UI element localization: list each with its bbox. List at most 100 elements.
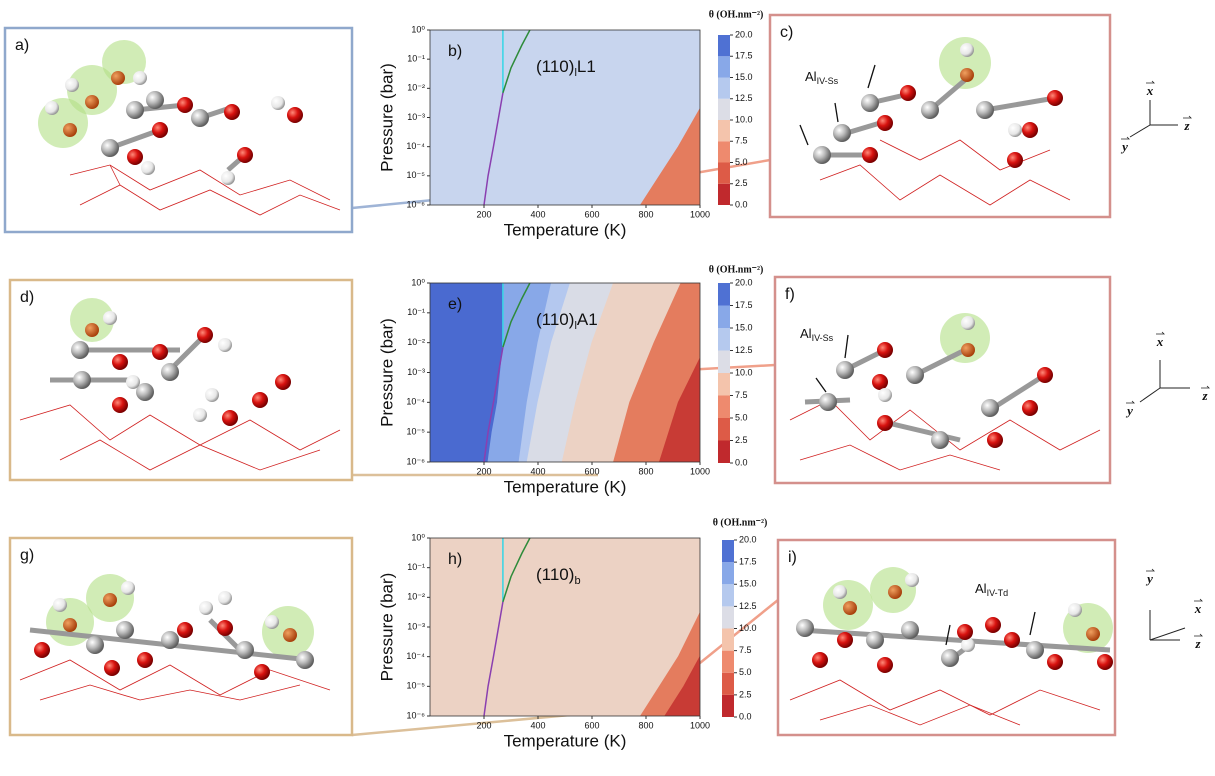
atom (236, 641, 254, 659)
annotation-suffix: A1 (577, 310, 598, 329)
colorbar-tick-label: 2.5 (735, 178, 748, 188)
y-tick-label: 10⁻² (407, 592, 425, 602)
atom (296, 651, 314, 669)
region-boundary (640, 108, 700, 205)
y-tick-label: 10⁻¹ (407, 307, 425, 317)
region-boundary (561, 283, 615, 462)
colorbar-tick-label: 20.0 (735, 29, 753, 39)
atom (1004, 632, 1020, 648)
bond (988, 372, 1047, 413)
triad-label: x (1194, 601, 1202, 616)
atom (103, 311, 117, 325)
atom (133, 71, 147, 85)
colorbar-tick-label: 15.0 (735, 322, 753, 332)
triad-arrow-mark (1121, 136, 1130, 140)
region-boundary (518, 283, 552, 462)
atom (877, 115, 893, 131)
atom (985, 617, 1001, 633)
bond (819, 164, 1071, 206)
triad-axis (1149, 627, 1186, 641)
triad-label: x (1156, 334, 1164, 349)
site-label-subscript: IV-Ss (817, 76, 839, 86)
atom (287, 107, 303, 123)
bond (834, 102, 839, 123)
background-region (430, 538, 700, 716)
colorbar-tick-label: 10.0 (735, 114, 753, 124)
atom (218, 591, 232, 605)
annotation-text: (110) (536, 565, 574, 584)
triad-label: z (1194, 636, 1201, 651)
panel-label: d) (20, 289, 34, 306)
colorbar-segment (718, 183, 730, 205)
bond (815, 377, 827, 393)
atom (217, 620, 233, 636)
atom (877, 415, 893, 431)
structure-frame (776, 538, 1117, 737)
atom (866, 631, 884, 649)
atom (136, 383, 154, 401)
structure-frame (773, 275, 1112, 485)
y-tick-label: 10⁻⁶ (407, 199, 426, 209)
atom (837, 632, 853, 648)
atom (177, 97, 193, 113)
x-axis-label: Temperature (K) (504, 731, 627, 750)
y-tick-label: 10⁻² (407, 337, 425, 347)
colorbar-title: θ (OH.nm⁻²) (709, 264, 764, 275)
atom-group (19, 404, 341, 471)
x-tick-label: 400 (530, 720, 545, 730)
y-tick-label: 10⁻⁶ (407, 456, 426, 466)
site-label-text: Al (975, 581, 987, 596)
atom (833, 585, 847, 599)
atom (67, 65, 117, 115)
atom (161, 631, 179, 649)
atom-group (38, 40, 146, 148)
atom (161, 363, 179, 381)
site-label-text: Al (805, 69, 817, 84)
region-boundary (659, 358, 700, 462)
atom-group (50, 333, 207, 383)
atom (921, 101, 939, 119)
atom (905, 573, 919, 587)
bond (799, 124, 809, 146)
atom (900, 85, 916, 101)
atom (1008, 123, 1022, 137)
atom (961, 343, 975, 357)
y-axis-label: Pressure (bar) (377, 573, 396, 682)
atom (53, 598, 67, 612)
y-tick-label: 10⁰ (411, 277, 425, 287)
atom (101, 139, 119, 157)
atom (237, 147, 253, 163)
atom (146, 91, 164, 109)
colorbar-segment (722, 650, 734, 673)
atom-group (945, 611, 1036, 646)
atom (1047, 654, 1063, 670)
atom (1037, 367, 1053, 383)
colorbar-title: θ (OH.nm⁻²) (713, 517, 768, 528)
x-tick-label: 200 (476, 466, 491, 476)
colorbar-tick-label: 5.0 (735, 412, 748, 422)
atom (1007, 152, 1023, 168)
colorbar-tick-label: 0.0 (739, 711, 752, 721)
atom (86, 636, 104, 654)
atom (71, 341, 89, 359)
x-tick-label: 600 (584, 720, 599, 730)
y-tick-label: 10⁻⁵ (407, 681, 426, 691)
colorbar-segment (722, 540, 734, 563)
annotation-text: (110) (536, 310, 574, 329)
atom (901, 621, 919, 639)
atom (940, 313, 990, 363)
colorbar-tick-label: 7.5 (735, 390, 748, 400)
site-label-subscript: IV-Td (987, 588, 1009, 598)
colorbar-segment (718, 35, 730, 57)
phase-line (483, 347, 504, 462)
atom-group (820, 78, 1056, 158)
atom (812, 652, 828, 668)
triad-label: z (1201, 388, 1208, 403)
atom (275, 374, 291, 390)
colorbar-segment (718, 350, 730, 373)
atom (877, 342, 893, 358)
atom (283, 628, 297, 642)
triad-arrow-mark (1194, 633, 1203, 637)
phase-line (502, 538, 531, 603)
atom (931, 431, 949, 449)
